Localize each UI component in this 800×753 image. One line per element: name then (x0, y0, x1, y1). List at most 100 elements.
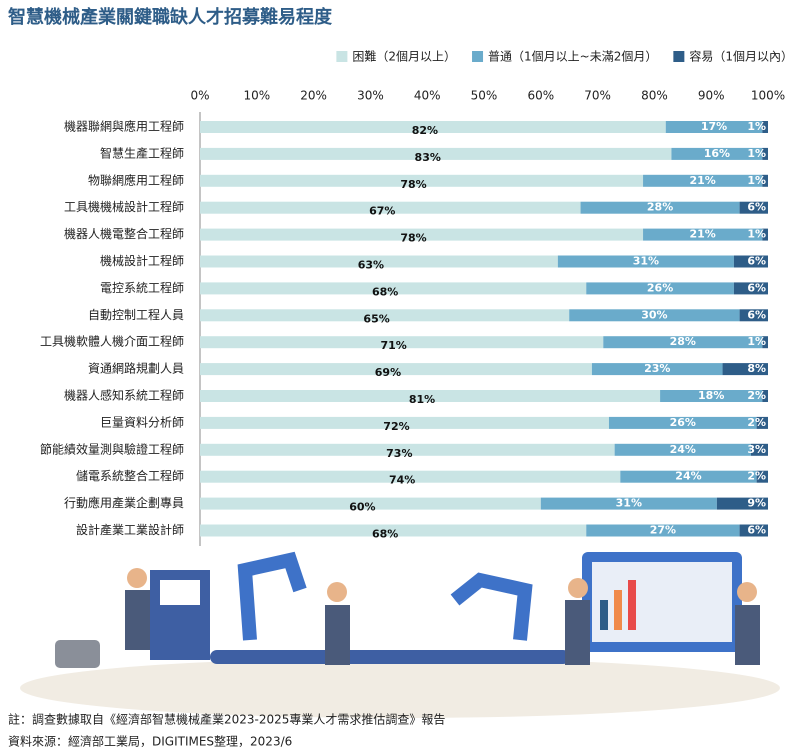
x-tick-label: 100% (751, 89, 785, 103)
legend-label: 容易（1個月以內） (689, 49, 793, 64)
value-label: 1% (747, 335, 766, 348)
legend-swatch (336, 51, 348, 62)
x-tick-label: 10% (243, 89, 270, 103)
value-label: 68% (372, 285, 398, 298)
y-tick-label: 資通網路規劃人員 (88, 361, 184, 376)
legend-label: 困難（2個月以上） (352, 49, 456, 64)
bar-segment (671, 147, 763, 160)
value-label: 26% (670, 416, 696, 429)
y-tick-label: 節能績效量測與驗證工程師 (40, 441, 184, 456)
bar-segment (603, 336, 763, 349)
value-label: 72% (383, 420, 409, 433)
bar-segment (200, 470, 621, 483)
bar-segment (762, 174, 768, 187)
bar-segment (643, 174, 763, 187)
value-label: 2% (747, 416, 766, 429)
bar-segment (614, 443, 751, 456)
bar-segment (762, 147, 768, 160)
value-label: 74% (389, 474, 415, 487)
bar-segment (643, 228, 763, 241)
y-tick-label: 智慧生產工程師 (100, 145, 184, 160)
value-label: 6% (747, 255, 766, 268)
y-tick-label: 工具機機械設計工程師 (64, 199, 184, 214)
legend-label: 普通（1個月以上~未滿2個月） (488, 50, 657, 64)
y-tick-label: 物聯網應用工程師 (88, 172, 184, 187)
bar-segment (762, 336, 768, 349)
bar-segment (200, 147, 672, 160)
value-label: 27% (650, 524, 676, 537)
value-label: 28% (670, 335, 696, 348)
value-label: 2% (747, 470, 766, 483)
value-label: 67% (369, 205, 395, 218)
chart-title: 智慧機械產業關鍵職缺人才招募難易程度 (8, 6, 333, 28)
y-tick-label: 機器人機電整合工程師 (64, 226, 184, 241)
y-tick-label: 工具機軟體人機介面工程師 (40, 334, 184, 349)
bar-segment (620, 470, 757, 483)
bar-segment (569, 309, 740, 322)
bar-segment (722, 363, 768, 376)
bar-segment (200, 174, 644, 187)
value-label: 81% (409, 393, 435, 406)
note: 資料來源：經濟部工業局，DIGITIMES整理，2023/6 (8, 734, 292, 749)
value-label: 30% (641, 308, 667, 321)
value-label: 60% (349, 501, 375, 514)
x-tick-label: 90% (698, 89, 725, 103)
legend-swatch (472, 51, 484, 62)
value-label: 8% (747, 362, 766, 375)
y-tick-label: 機器聯網與應用工程師 (64, 119, 184, 134)
value-label: 63% (358, 259, 384, 272)
bar-segment (739, 524, 768, 537)
x-tick-label: 80% (641, 89, 668, 103)
x-tick-label: 30% (357, 89, 384, 103)
y-tick-label: 電控系統工程師 (100, 280, 184, 295)
bar-segment (200, 497, 541, 510)
value-label: 18% (698, 389, 724, 402)
value-label: 2% (747, 389, 766, 402)
x-tick-label: 0% (190, 89, 209, 103)
bar-segment (200, 309, 570, 322)
value-label: 9% (747, 497, 766, 510)
value-label: 31% (633, 255, 659, 268)
bar-segment (660, 390, 763, 402)
bar-segment (762, 390, 768, 402)
bar-segment (200, 336, 604, 349)
bar-segment (586, 282, 734, 295)
y-tick-label: 巨量資料分析師 (100, 415, 184, 429)
value-label: 6% (747, 201, 766, 214)
value-label: 68% (372, 528, 398, 541)
bar-segment (200, 443, 615, 456)
value-label: 78% (400, 232, 426, 245)
bar-segment (756, 470, 768, 483)
bar-segment (200, 416, 609, 429)
value-label: 26% (647, 281, 673, 294)
bar-segment (739, 309, 768, 322)
value-label: 78% (400, 178, 426, 191)
bar-segment (200, 390, 661, 402)
plot (200, 121, 768, 537)
bar-segment (200, 363, 592, 376)
bar-segment (716, 497, 768, 510)
bar-segment (739, 201, 768, 214)
value-label: 73% (386, 447, 412, 460)
bar-segment (540, 497, 717, 510)
value-label: 17% (701, 120, 727, 133)
bar-segment (750, 443, 768, 456)
bar-segment (200, 255, 558, 268)
value-label: 1% (747, 120, 766, 133)
bar-segment (200, 201, 581, 214)
value-label: 31% (616, 497, 642, 510)
x-tick-label: 20% (300, 89, 327, 103)
bar-segment (762, 121, 768, 133)
bar-segment (580, 201, 740, 214)
value-label: 82% (412, 124, 438, 137)
value-label: 65% (363, 312, 389, 325)
bar-segment (200, 524, 587, 537)
note: 註：調查數據取自《經濟部智慧機械產業2023-2025專業人才需求推估調查》報告 (8, 712, 445, 727)
value-label: 6% (747, 308, 766, 321)
value-label: 1% (747, 228, 766, 241)
value-label: 3% (747, 443, 766, 456)
value-label: 71% (380, 339, 406, 352)
bar-segment (733, 282, 768, 295)
value-label: 6% (747, 524, 766, 537)
